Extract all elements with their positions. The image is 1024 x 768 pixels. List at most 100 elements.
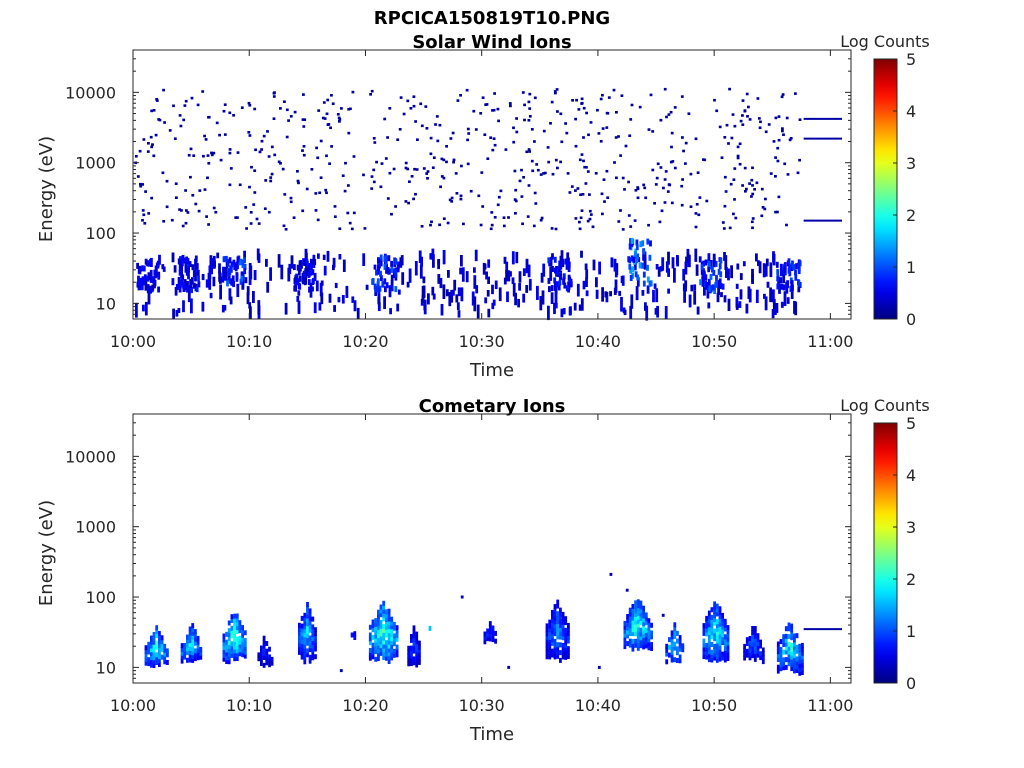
heatmap-cell: [547, 257, 551, 264]
heatmap-cell: [684, 261, 688, 275]
heatmap-cell: [545, 654, 549, 660]
heatmap-cell: [377, 257, 380, 264]
heatmap-cell: [550, 292, 554, 304]
heatmap-cell: [670, 634, 674, 640]
heatmap-cell: [715, 634, 719, 640]
heatmap-cell: [382, 604, 386, 610]
heatmap-cell: [744, 190, 747, 193]
heatmap-cell: [414, 120, 417, 123]
heatmap-cell: [455, 192, 459, 195]
heatmap-cell: [718, 645, 722, 650]
heatmap-cell: [180, 654, 184, 660]
heatmap-cell: [801, 662, 804, 668]
heatmap-cell: [418, 659, 421, 665]
heatmap-cell: [713, 643, 716, 649]
heatmap-cell: [151, 284, 155, 291]
heatmap-cell: [486, 636, 489, 642]
heatmap-cell: [623, 644, 627, 650]
heatmap-cell: [186, 642, 189, 648]
heatmap-cell: [308, 643, 312, 649]
heatmap-cell: [646, 276, 650, 283]
heatmap-cell: [528, 107, 532, 110]
heatmap-cell: [219, 284, 222, 300]
heatmap-cell: [222, 645, 226, 651]
heatmap-cell: [155, 98, 159, 101]
x-tick-label: 10:00: [110, 332, 156, 351]
cometary-ylabel: Energy (eV): [36, 500, 57, 606]
heatmap-cell: [639, 612, 643, 618]
heatmap-cell: [387, 647, 391, 653]
heatmap-cell: [758, 126, 762, 130]
heatmap-cell: [751, 626, 754, 631]
heatmap-cell: [395, 652, 399, 658]
heatmap-cell: [173, 137, 177, 140]
heatmap-cell: [142, 265, 146, 272]
heatmap-cell: [582, 159, 585, 163]
heatmap-cell: [234, 265, 238, 272]
heatmap-cell: [158, 254, 161, 265]
heatmap-cell: [314, 634, 317, 640]
heatmap-cell: [491, 633, 495, 639]
heatmap-cell: [382, 631, 386, 637]
heatmap-cell: [235, 648, 239, 654]
heatmap-cell: [546, 146, 550, 149]
x-tick-label: 10:40: [575, 696, 621, 715]
heatmap-cell: [548, 650, 552, 656]
heatmap-cell: [548, 642, 552, 648]
heatmap-cell: [467, 132, 471, 135]
heatmap-cell: [197, 209, 201, 213]
heatmap-cell: [233, 625, 236, 631]
heatmap-cell: [553, 654, 557, 660]
heatmap-cell: [382, 624, 386, 630]
heatmap-cell: [300, 635, 304, 641]
heatmap-cell: [302, 145, 306, 148]
heatmap-cell: [311, 269, 315, 276]
heatmap-cell: [639, 241, 643, 248]
heatmap-cell: [559, 255, 563, 262]
heatmap-cell: [564, 616, 568, 622]
heatmap-cell: [784, 657, 788, 663]
heatmap-cell: [158, 642, 161, 648]
heatmap-cell: [626, 641, 629, 647]
heatmap-cell: [636, 618, 640, 624]
heatmap-cell: [631, 266, 635, 273]
heatmap-cell: [696, 306, 700, 315]
heatmap-cell: [670, 630, 674, 636]
heatmap-cell: [488, 624, 492, 630]
heatmap-cell: [230, 618, 234, 623]
heatmap-cell: [243, 642, 247, 647]
heatmap-cell: [602, 178, 606, 181]
heatmap-cell: [374, 622, 378, 627]
heatmap-cell: [623, 309, 627, 316]
heatmap-cell: [314, 627, 317, 633]
heatmap-cell: [759, 643, 762, 649]
heatmap-cell: [188, 642, 192, 647]
heatmap-cell: [710, 614, 714, 620]
heatmap-cell: [571, 99, 574, 102]
heatmap-cell: [564, 627, 568, 633]
solar-wind-ylabel: Energy (eV): [36, 136, 57, 242]
heatmap-cell: [701, 280, 705, 287]
heatmap-cell: [562, 273, 566, 280]
heatmap-cell: [784, 626, 788, 632]
heatmap-cell: [721, 628, 724, 634]
heatmap-cell: [379, 608, 383, 614]
heatmap-cell: [567, 623, 570, 628]
heatmap-cell: [678, 646, 682, 652]
heatmap-cell: [317, 253, 320, 259]
heatmap-cell: [432, 293, 436, 300]
heatmap-cell: [272, 95, 276, 98]
heatmap-cell: [597, 665, 601, 669]
heatmap-cell: [410, 634, 413, 639]
heatmap-cell: [245, 227, 248, 230]
heatmap-cell: [494, 638, 497, 644]
heatmap-cell: [601, 127, 605, 130]
heatmap-cell: [155, 644, 159, 650]
heatmap-cell: [180, 658, 184, 664]
heatmap-cell: [185, 209, 188, 212]
heatmap-cell: [382, 600, 386, 606]
heatmap-cell: [615, 176, 618, 180]
heatmap-cell: [512, 140, 516, 144]
heatmap-cell: [386, 136, 389, 139]
heatmap-cell: [634, 271, 638, 278]
